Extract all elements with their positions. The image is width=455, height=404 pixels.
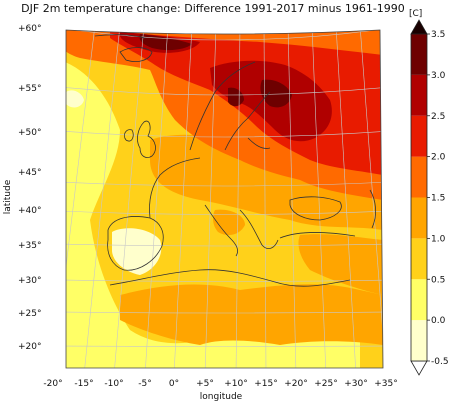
longitude-labels: -20° -15° -10° -5° 0° +5° +10° +15° +20°… — [43, 379, 397, 389]
lat-label-35: +35° — [18, 241, 42, 251]
lat-label-60: +60° — [18, 24, 42, 34]
colorbar-tick-label: 1.0 — [431, 234, 446, 244]
colorbar-segment — [411, 74, 427, 116]
colorbar-tick-label: 3.0 — [431, 71, 446, 81]
lat-label-20: +20° — [18, 342, 42, 352]
lon-label-m20: -20° — [43, 379, 62, 389]
lon-label-p20: +20° — [284, 379, 308, 389]
field-north-africa-orange — [120, 284, 383, 345]
colorbar-extend-low — [410, 360, 428, 376]
coastlines — [94, 34, 376, 287]
lon-label-0: 0° — [169, 379, 179, 389]
temperature-map — [65, 29, 384, 369]
field-peak-north — [139, 34, 192, 51]
lon-label-p30: +30° — [344, 379, 368, 389]
colorbar-extend-high — [410, 19, 428, 35]
colorbar-tick-label: 1.5 — [431, 194, 445, 204]
x-axis-title: longitude — [200, 392, 243, 402]
y-axis-title: latitude — [3, 179, 13, 214]
field-peak-finland — [260, 79, 292, 108]
colorbar-tick-label: 2.5 — [431, 112, 445, 122]
lat-label-50: +50° — [18, 128, 42, 138]
colorbar-segment — [411, 34, 427, 75]
lat-label-25: +25° — [18, 309, 42, 319]
field-italy-orange — [213, 209, 245, 236]
lon-label-p5: +5° — [196, 379, 214, 389]
colorbar-tick-label: 2.0 — [431, 153, 446, 163]
field-pale-gulf — [66, 90, 84, 108]
colorbar-unit: [C] — [409, 9, 422, 19]
field-pale-iberia — [112, 228, 162, 275]
lat-label-45: +45° — [18, 168, 42, 178]
lon-label-p25: +25° — [314, 379, 338, 389]
colorbar-tick-label: -0.5 — [431, 357, 449, 367]
colorbar-segment — [411, 115, 427, 157]
colorbar-tick-label: 3.5 — [431, 30, 445, 40]
map-border — [65, 29, 384, 369]
colorbar: [C] -0.5 0.0 0.5 1.0 1.5 2.0 2.5 3.0 3.5 — [409, 9, 449, 376]
lon-label-m5: -5° — [138, 379, 151, 389]
lat-label-30: +30° — [18, 276, 42, 286]
field-mideast-orange — [298, 234, 383, 295]
lon-label-m15: -15° — [74, 379, 93, 389]
chart-title: DJF 2m temperature change: Difference 19… — [21, 2, 405, 15]
lon-label-p35: +35° — [374, 379, 398, 389]
colorbar-segment — [411, 279, 427, 321]
colorbar-segment — [411, 197, 427, 239]
field-atlantic-light — [66, 60, 360, 368]
colorbar-segment — [411, 238, 427, 280]
lon-label-m10: -10° — [104, 379, 123, 389]
field-peak-sweden — [228, 87, 244, 107]
lat-label-55: +55° — [18, 84, 42, 94]
lat-label-40: +40° — [18, 206, 42, 216]
field-east-orange — [150, 134, 383, 230]
lon-label-p15: +15° — [254, 379, 278, 389]
graticule — [66, 30, 383, 368]
colorbar-tick-label: 0.5 — [431, 275, 445, 285]
colorbar-segment — [411, 320, 427, 361]
colorbar-segment — [411, 156, 427, 198]
lon-label-p10: +10° — [224, 379, 248, 389]
colorbar-tick-label: 0.0 — [431, 316, 446, 326]
latitude-labels: +60° +55° +50° +45° +40° +35° +30° +25° … — [18, 24, 42, 352]
